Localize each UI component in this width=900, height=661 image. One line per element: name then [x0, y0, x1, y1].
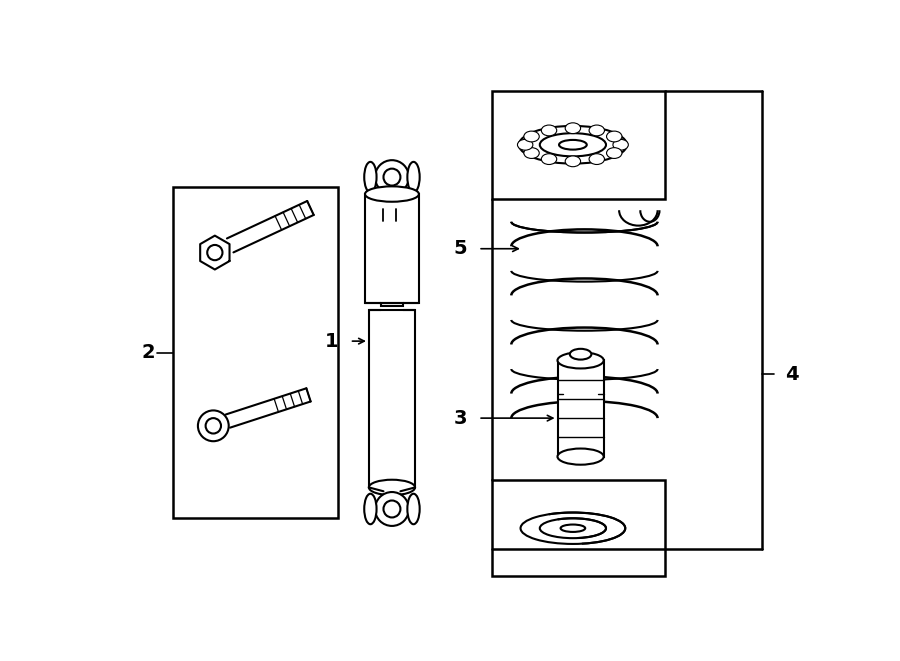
Ellipse shape [408, 494, 419, 524]
Ellipse shape [520, 512, 625, 544]
Ellipse shape [607, 147, 622, 159]
Ellipse shape [541, 154, 557, 165]
Circle shape [383, 169, 400, 186]
Ellipse shape [524, 131, 539, 142]
Circle shape [375, 492, 409, 526]
Ellipse shape [557, 352, 604, 368]
Bar [365, 194, 418, 303]
Circle shape [198, 410, 229, 442]
Ellipse shape [518, 139, 533, 150]
Circle shape [205, 418, 221, 434]
Ellipse shape [519, 126, 626, 164]
Polygon shape [200, 235, 230, 270]
Ellipse shape [559, 140, 587, 149]
Ellipse shape [524, 147, 539, 159]
Ellipse shape [365, 186, 418, 202]
Text: 4: 4 [785, 365, 798, 384]
Ellipse shape [590, 125, 605, 136]
Circle shape [375, 160, 409, 194]
Bar [369, 310, 415, 487]
Text: 1: 1 [324, 332, 338, 350]
Ellipse shape [541, 125, 557, 136]
Ellipse shape [561, 525, 585, 532]
Polygon shape [226, 388, 310, 428]
Ellipse shape [613, 139, 628, 150]
Bar [492, 480, 665, 576]
Bar [492, 91, 665, 199]
Polygon shape [227, 201, 314, 253]
Ellipse shape [570, 349, 591, 360]
Text: 5: 5 [454, 239, 467, 258]
Ellipse shape [565, 156, 581, 167]
Ellipse shape [369, 480, 415, 495]
Circle shape [383, 500, 400, 518]
Ellipse shape [565, 123, 581, 134]
Bar [557, 360, 604, 457]
Text: 2: 2 [141, 343, 155, 362]
Bar [382, 303, 402, 307]
Bar [173, 187, 338, 518]
Ellipse shape [364, 162, 376, 192]
Ellipse shape [364, 494, 376, 524]
Ellipse shape [540, 133, 606, 157]
Ellipse shape [607, 131, 622, 142]
Text: 3: 3 [454, 408, 467, 428]
Circle shape [207, 245, 222, 260]
Ellipse shape [540, 518, 606, 538]
Ellipse shape [590, 154, 605, 165]
Ellipse shape [408, 162, 419, 192]
Ellipse shape [557, 449, 604, 465]
